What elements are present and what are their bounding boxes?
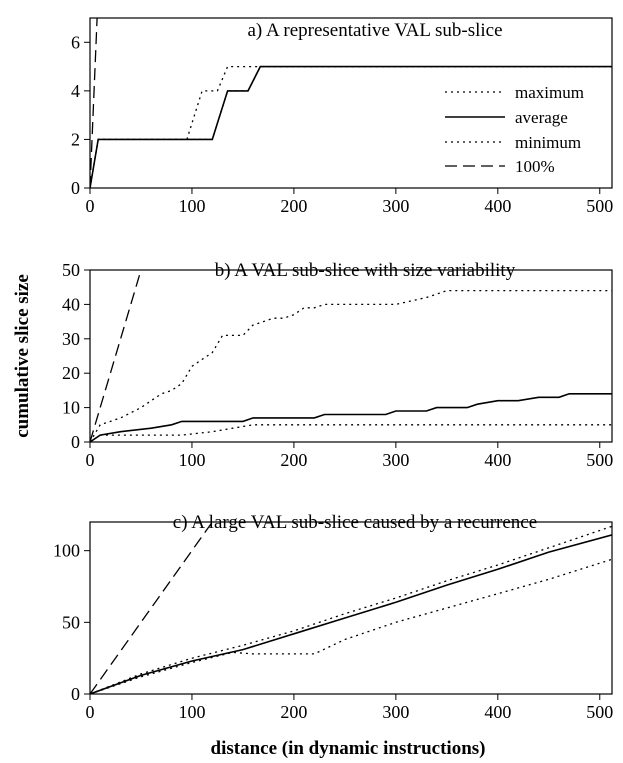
panel-a-y-tick-label: 2 bbox=[71, 129, 80, 149]
legend-label-maximum: maximum bbox=[515, 83, 584, 102]
panel-b: b) A VAL sub-slice with size variability… bbox=[62, 260, 613, 470]
panel-b-series-average bbox=[90, 392, 612, 442]
panel-b-x-tick-label: 500 bbox=[586, 450, 613, 470]
panel-c-ticks: 0 100 200 300 400 500 0 50 100 bbox=[53, 541, 613, 722]
panel-a-x-tick-label: 400 bbox=[484, 196, 511, 216]
panel-b-title: b) A VAL sub-slice with size variability bbox=[215, 260, 516, 281]
panel-a-y-tick-label: 4 bbox=[71, 81, 80, 101]
panel-b-y-tick-label: 20 bbox=[62, 363, 80, 383]
y-axis-label: cumulative slice size bbox=[12, 274, 33, 438]
panel-c-x-tick-label: 300 bbox=[382, 702, 409, 722]
panel-b-series bbox=[90, 270, 612, 442]
panel-a: a) A representative VAL sub-slice 0 100 20… bbox=[71, 17, 613, 216]
panel-b-series-maximum bbox=[90, 289, 612, 442]
panel-a-series-100-percent bbox=[90, 18, 98, 188]
panel-b-y-tick-label: 30 bbox=[62, 329, 80, 349]
panel-b-x-tick-label: 300 bbox=[382, 450, 409, 470]
panel-b-x-tick-label: 200 bbox=[280, 450, 307, 470]
panel-b-y-tick-label: 40 bbox=[62, 294, 80, 314]
panel-c-series bbox=[90, 522, 612, 694]
panel-c-title: c) A large VAL sub-slice caused by a rec… bbox=[173, 512, 537, 533]
panel-c-frame bbox=[89, 521, 613, 695]
panel-b-frame bbox=[89, 269, 613, 443]
panel-c-series-average bbox=[90, 534, 612, 694]
panel-c-y-tick-label: 0 bbox=[71, 684, 80, 704]
panel-a-x-tick-label: 100 bbox=[178, 196, 205, 216]
panel-a-title: a) A representative VAL sub-slice bbox=[247, 20, 502, 41]
panel-b-x-tick-label: 100 bbox=[178, 450, 205, 470]
panel-b-series-minimum bbox=[90, 424, 612, 442]
panel-b-y-tick-label: 10 bbox=[62, 398, 80, 418]
panel-a-y-tick-label: 6 bbox=[71, 32, 80, 52]
panel-c-x-tick-label: 200 bbox=[280, 702, 307, 722]
legend-label-average: average bbox=[515, 108, 568, 127]
panel-a-series bbox=[90, 18, 612, 188]
panel-c-x-tick-label: 0 bbox=[86, 702, 95, 722]
panel-b-y-tick-label: 50 bbox=[62, 260, 80, 280]
legend-label-minimum: minimum bbox=[515, 133, 581, 152]
x-axis-label: distance (in dynamic instructions) bbox=[211, 738, 486, 759]
panel-c-series-minimum bbox=[90, 558, 612, 694]
panel-a-frame bbox=[89, 17, 613, 189]
panel-c-x-tick-label: 100 bbox=[178, 702, 205, 722]
panel-c-x-tick-label: 400 bbox=[484, 702, 511, 722]
panel-a-y-tick-label: 0 bbox=[71, 178, 80, 198]
panel-b-y-tick-label: 0 bbox=[71, 432, 80, 452]
panel-a-ticks: 0 100 200 300 400 500 0 2 4 6 bbox=[71, 32, 613, 216]
panel-c-y-tick-label: 50 bbox=[62, 612, 80, 632]
panel-a-x-tick-label: 500 bbox=[586, 196, 613, 216]
panel-a-series-minimum bbox=[90, 65, 612, 188]
panel-b-series-100-percent bbox=[90, 270, 142, 442]
panel-b-ticks: 0 100 200 300 400 500 0 10 20 30 40 50 bbox=[62, 260, 613, 470]
panel-c-series-maximum bbox=[90, 525, 612, 694]
panel-b-x-tick-label: 0 bbox=[86, 450, 95, 470]
panel-c-x-tick-label: 500 bbox=[586, 702, 613, 722]
panel-a-x-tick-label: 200 bbox=[280, 196, 307, 216]
panel-c-y-tick-label: 100 bbox=[53, 541, 80, 561]
legend: maximum average minimum 100% bbox=[445, 83, 584, 176]
legend-label-100: 100% bbox=[515, 157, 555, 176]
panel-c-series-100-percent bbox=[90, 522, 213, 694]
panel-c: c) A large VAL sub-slice caused by a rec… bbox=[53, 512, 613, 722]
panel-a-x-tick-label: 0 bbox=[86, 196, 95, 216]
panel-a-x-tick-label: 300 bbox=[382, 196, 409, 216]
panel-b-x-tick-label: 400 bbox=[484, 450, 511, 470]
